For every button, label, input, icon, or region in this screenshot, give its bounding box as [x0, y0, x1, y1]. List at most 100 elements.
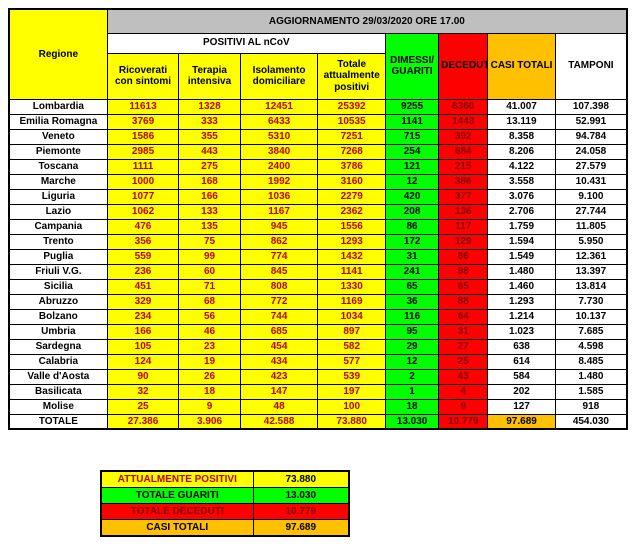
- value-cell: 2985: [106, 143, 180, 160]
- summary-label: TOTALE DECEDUTI: [100, 503, 254, 520]
- value-cell: 1000: [106, 173, 180, 190]
- summary-value: 10.779: [252, 503, 350, 520]
- region-name: Lombardia: [8, 98, 108, 115]
- value-cell: 420: [384, 188, 440, 205]
- region-name: Liguria: [8, 188, 108, 205]
- summary-row: TOTALE GUARITI 13.030: [100, 487, 350, 504]
- value-cell: 9: [438, 398, 489, 415]
- value-cell: 75: [178, 233, 241, 250]
- region-name: Sardegna: [8, 338, 108, 355]
- value-cell: 90: [106, 368, 180, 385]
- value-cell: 4: [438, 383, 489, 400]
- summary-body: ATTUALMENTE POSITIVI 73.880 TOTALE GUARITI…: [100, 470, 350, 537]
- value-cell: 386: [438, 173, 489, 190]
- value-cell: 29: [384, 338, 440, 355]
- region-row: Veneto 1586 355 5310 7251 715 392 8.358 94.784: [8, 128, 628, 145]
- value-cell: 1586: [106, 128, 180, 145]
- region-name: Valle d'Aosta: [8, 368, 108, 385]
- region-row: Umbria 166 46 685 897 95 31 1.023 7.685: [8, 323, 628, 340]
- value-cell: 1293: [317, 233, 386, 250]
- value-cell: 329: [106, 293, 180, 310]
- value-cell: 1.549: [487, 248, 556, 265]
- value-cell: 1.594: [487, 233, 556, 250]
- sub-header-row: Ricoverati con sintomi Terapia intensiva…: [9, 52, 627, 100]
- value-cell: 715: [384, 128, 440, 145]
- value-cell: 254: [384, 143, 440, 160]
- value-cell: 7.730: [554, 293, 628, 310]
- region-name: Toscana: [8, 158, 108, 175]
- col-header-casi-totali: CASI TOTALI: [487, 32, 556, 100]
- summary-table: ATTUALMENTE POSITIVI 73.880 TOTALE GUARITI…: [100, 470, 350, 537]
- title-row: Regione AGGIORNAMENTO 29/03/2020 ORE 17.…: [8, 8, 628, 100]
- value-cell: 1556: [317, 218, 386, 235]
- totale-value-cell: 10.779: [438, 413, 489, 430]
- value-cell: 166: [178, 188, 241, 205]
- value-cell: 36: [384, 293, 440, 310]
- value-cell: 3769: [106, 113, 180, 130]
- region-name: Campania: [8, 218, 108, 235]
- value-cell: 95: [384, 323, 440, 340]
- region-row: Puglia 559 99 774 1432 31 86 1.549 12.361: [8, 248, 628, 265]
- value-cell: 8.206: [487, 143, 556, 160]
- value-cell: 71: [178, 278, 241, 295]
- group-header-positivi: POSITIVI AL nCoV: [106, 32, 386, 54]
- value-cell: 539: [317, 368, 386, 385]
- value-cell: 202: [487, 383, 556, 400]
- region-name: Emilia Romagna: [8, 113, 108, 130]
- value-cell: 584: [487, 368, 556, 385]
- value-cell: 1992: [239, 173, 319, 190]
- region-row: Emilia Romagna 3769 333 6433 10535 1141 1443 13…: [8, 113, 628, 130]
- value-cell: 105: [106, 338, 180, 355]
- value-cell: 133: [178, 203, 241, 220]
- totale-value-cell: 3.906: [178, 413, 241, 430]
- value-cell: 685: [239, 323, 319, 340]
- value-cell: 24.058: [554, 143, 628, 160]
- value-cell: 18: [178, 383, 241, 400]
- value-cell: 116: [384, 308, 440, 325]
- totale-row: TOTALE 27.386 3.906 42.588 73.880 13.030 10.77…: [8, 413, 628, 430]
- value-cell: 86: [384, 218, 440, 235]
- region-row: Molise 25 9 48 100 18 9 127 918: [8, 398, 628, 415]
- region-row: Basilicata 32 18 147 197 1 4 202 1.585: [8, 383, 628, 400]
- value-cell: 241: [384, 263, 440, 280]
- value-cell: 13.119: [487, 113, 556, 130]
- region-row: Piemonte 2985 443 3840 7268 254 684 8.206 24.058: [8, 143, 628, 160]
- value-cell: 1169: [317, 293, 386, 310]
- value-cell: 1328: [178, 98, 241, 115]
- value-cell: 10.137: [554, 308, 628, 325]
- value-cell: 684: [438, 143, 489, 160]
- value-cell: 1062: [106, 203, 180, 220]
- col-header-ricoverati: Ricoverati con sintomi: [106, 52, 180, 100]
- value-cell: 43: [438, 368, 489, 385]
- region-name: Sicilia: [8, 278, 108, 295]
- totale-value-cell: 73.880: [317, 413, 386, 430]
- value-cell: 9: [178, 398, 241, 415]
- value-cell: 26: [178, 368, 241, 385]
- value-cell: 27.579: [554, 158, 628, 175]
- value-cell: 27.744: [554, 203, 628, 220]
- value-cell: 3786: [317, 158, 386, 175]
- region-name: Piemonte: [8, 143, 108, 160]
- region-name: Friuli V.G.: [8, 263, 108, 280]
- value-cell: 577: [317, 353, 386, 370]
- value-cell: 13.397: [554, 263, 628, 280]
- value-cell: 48: [239, 398, 319, 415]
- value-cell: 2279: [317, 188, 386, 205]
- value-cell: 2: [384, 368, 440, 385]
- value-cell: 808: [239, 278, 319, 295]
- region-name: Abruzzo: [8, 293, 108, 310]
- value-cell: 11.805: [554, 218, 628, 235]
- region-row: Lazio 1062 133 1167 2362 208 136 2.706 27.744: [8, 203, 628, 220]
- group-header-row: POSITIVI AL nCoV DIMESSI/ GUARITI DECEDU…: [9, 32, 628, 100]
- value-cell: 945: [239, 218, 319, 235]
- value-cell: 52.991: [554, 113, 628, 130]
- value-cell: 377: [438, 188, 489, 205]
- value-cell: 8.358: [487, 128, 556, 145]
- value-cell: 1036: [239, 188, 319, 205]
- value-cell: 10535: [317, 113, 386, 130]
- value-cell: 1.293: [487, 293, 556, 310]
- summary-value: 97.689: [252, 519, 350, 537]
- col-header-deceduti: DECEDUTI: [438, 32, 489, 100]
- value-cell: 1.480: [554, 368, 628, 385]
- region-row: Abruzzo 329 68 772 1169 36 88 1.293 7.730: [8, 293, 628, 310]
